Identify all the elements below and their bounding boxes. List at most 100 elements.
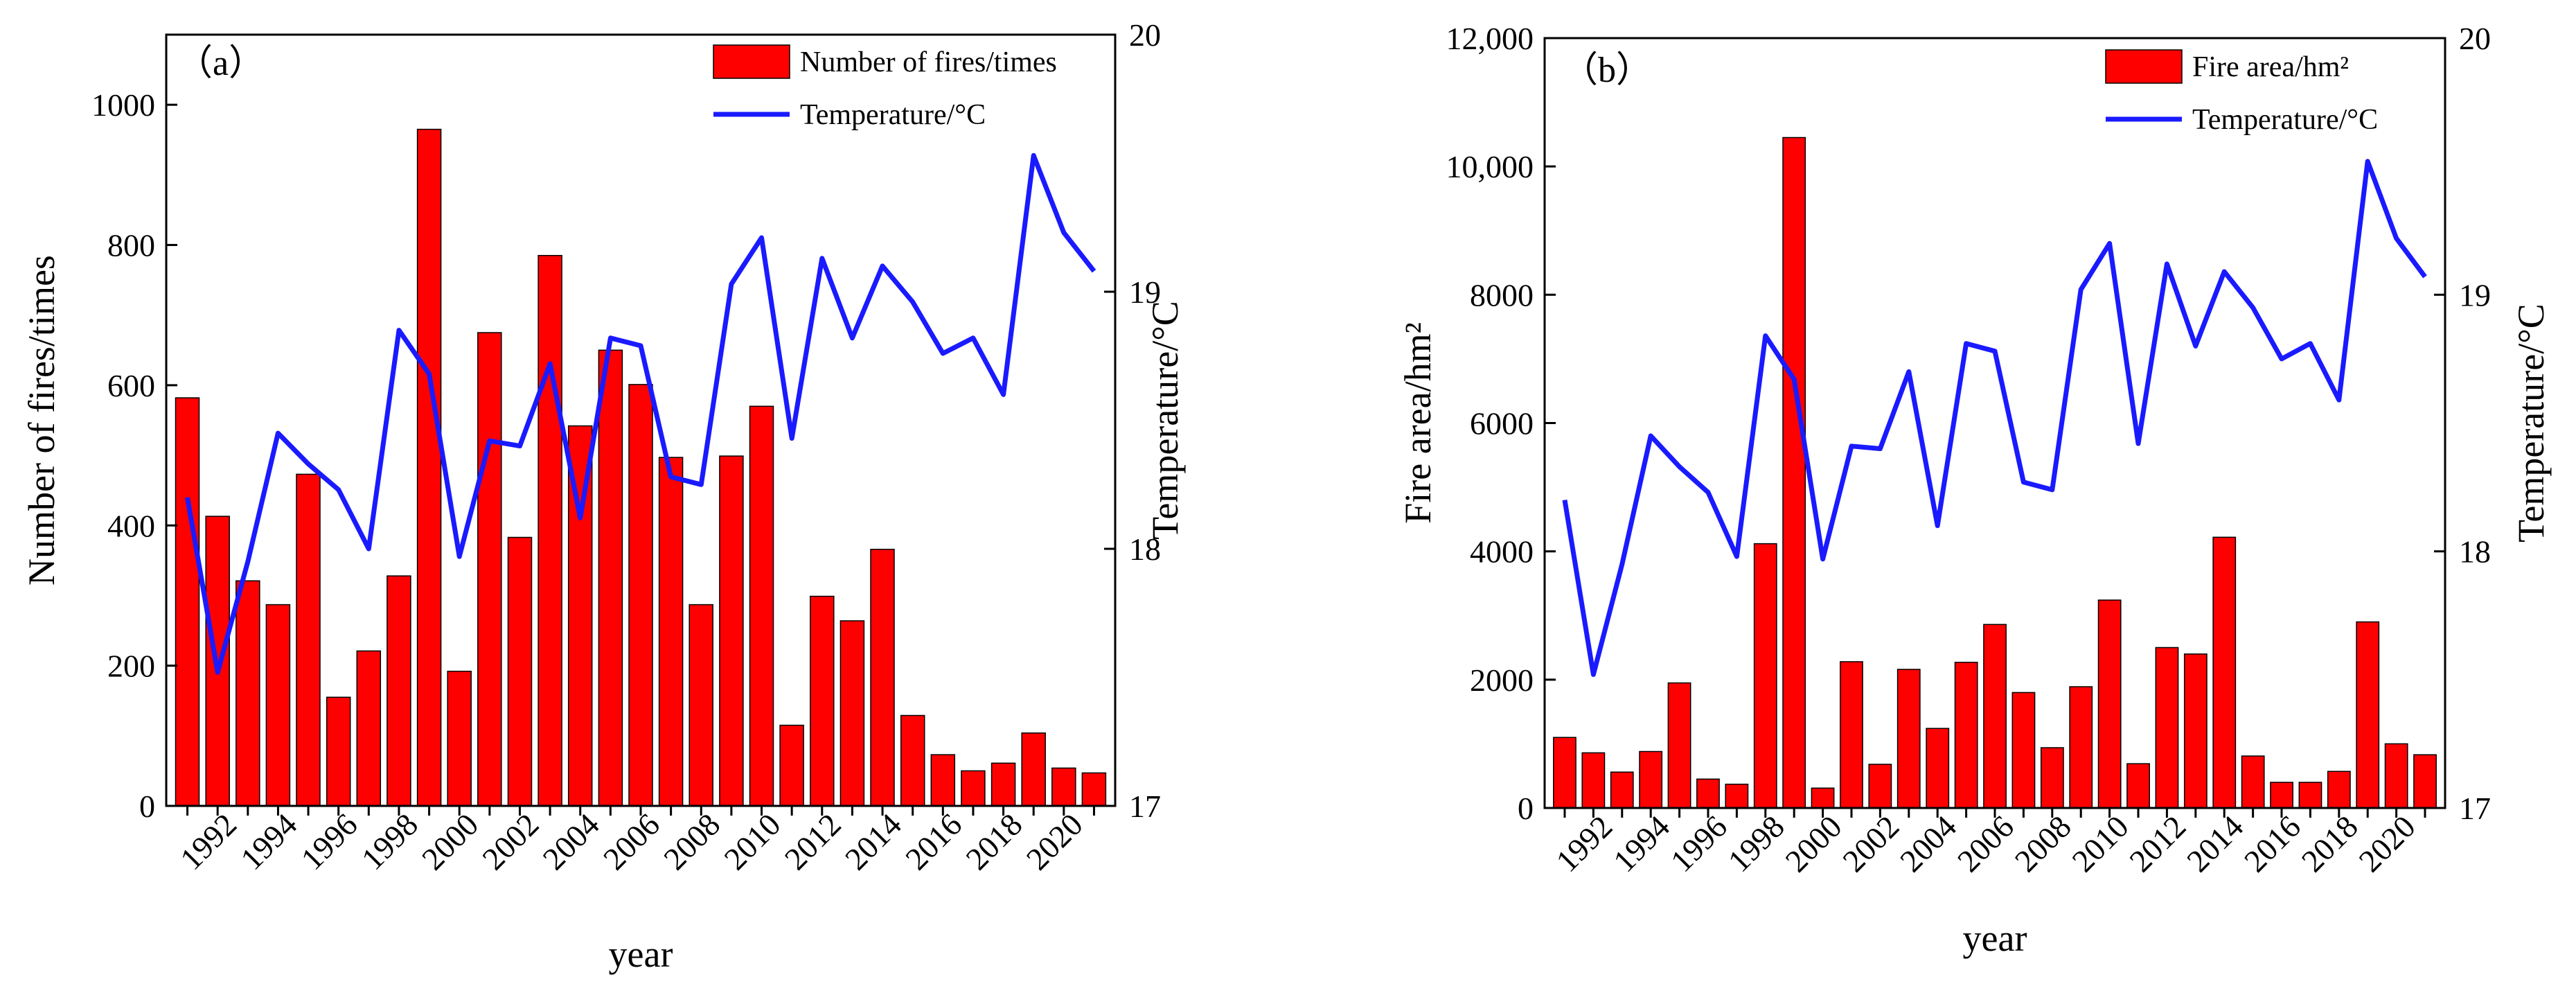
y2-tick-label: 17 (2459, 791, 2491, 826)
y-tick-label: 200 (107, 649, 155, 684)
x-tick-label: 2016 (2237, 809, 2307, 879)
x-tick-label: 2008 (2008, 809, 2078, 879)
bar (991, 762, 1016, 807)
x-tick-label: 2018 (2295, 809, 2365, 879)
legend-bar-swatch (713, 44, 790, 79)
chart-panel-b: 0 2000 4000 6000 8000 10,000 12,000 17 18 19 20 199… (1397, 21, 2552, 959)
legend-bar-label: Number of fires/times (800, 46, 1057, 78)
bar (840, 620, 865, 807)
bar (2155, 647, 2179, 809)
bar (2126, 763, 2150, 809)
bar (1753, 543, 1777, 809)
legend-bar-label: Fire area/hm² (2192, 51, 2349, 83)
bar (2212, 536, 2237, 809)
panel-label: （b） (1562, 51, 1652, 90)
y2-tick-label: 20 (2459, 21, 2491, 56)
x-tick-label: 2008 (657, 807, 727, 877)
bar (628, 384, 653, 807)
bar (2183, 653, 2208, 809)
bar (1926, 728, 1950, 809)
bar (870, 548, 895, 807)
x-tick-label: 1998 (355, 807, 425, 877)
bar (1553, 737, 1576, 809)
legend-bar-swatch (2105, 49, 2183, 84)
bar (1081, 772, 1107, 807)
bar (2384, 743, 2408, 809)
y-tick-label: 8000 (1470, 277, 1534, 313)
bar (2097, 599, 2122, 809)
x-tick-label: 1992 (1549, 809, 1619, 879)
bar (416, 128, 442, 807)
bar (900, 714, 925, 807)
bar (1051, 767, 1076, 807)
x-tick-label: 1992 (173, 807, 243, 877)
bar (749, 405, 774, 807)
y-tick-label: 6000 (1470, 406, 1534, 441)
x-tick-label: 1998 (1721, 809, 1791, 879)
x-axis-title: year (1963, 917, 2027, 959)
y2-tick-label: 18 (1129, 531, 1161, 567)
x-tick-label: 1994 (233, 807, 303, 877)
x-tick-label: 2010 (2066, 809, 2135, 879)
bar (1581, 752, 1606, 809)
bar (236, 580, 260, 807)
x-tick-label: 2020 (1020, 807, 1090, 877)
x-tick-label: 1996 (294, 807, 364, 877)
x-axis-title: year (609, 933, 673, 975)
bar (1667, 682, 1691, 809)
x-tick-label: 2004 (1893, 809, 1963, 879)
y-tick-label: 10,000 (1446, 149, 1534, 184)
bar (598, 349, 623, 807)
temperature-line (185, 152, 1096, 675)
x-tick-label: 2012 (778, 807, 848, 877)
y-tick-label: 0 (1518, 791, 1534, 826)
bar (356, 650, 382, 807)
y-tick-label: 4000 (1470, 534, 1534, 570)
bar (1696, 778, 1720, 809)
bar (1639, 750, 1663, 809)
bar (477, 332, 502, 807)
y-axis-title: Fire area/hm² (1397, 322, 1439, 524)
bar (2011, 692, 2036, 809)
bar (1840, 661, 1863, 809)
y2-axis-title: Temperature/°C (1144, 301, 1186, 540)
bar (1610, 771, 1634, 809)
y-tick-label: 12,000 (1446, 21, 1534, 56)
bar (1983, 624, 2007, 809)
panel-label: （a） (177, 44, 265, 83)
bar (930, 754, 956, 807)
bar (1725, 783, 1749, 809)
x-tick-label: 1994 (1606, 809, 1676, 879)
bar (1954, 662, 1978, 809)
bar (175, 397, 200, 807)
bar (961, 770, 986, 807)
bar (658, 457, 684, 807)
bar (1897, 669, 1921, 809)
x-tick-label: 2014 (838, 807, 908, 877)
x-tick-label: 2012 (2122, 809, 2192, 879)
x-tick-label: 2016 (898, 807, 968, 877)
x-tick-label: 2020 (2352, 809, 2422, 879)
bar (1021, 732, 1046, 807)
bar (2270, 782, 2293, 809)
y2-tick-label: 20 (1129, 17, 1161, 53)
y2-tick-label: 19 (1129, 274, 1161, 310)
bar (719, 455, 744, 807)
bar (2069, 686, 2093, 809)
bar (2327, 771, 2351, 809)
bar (1811, 787, 1835, 809)
x-tick-label: 2010 (717, 807, 787, 877)
x-tick-label: 2006 (1951, 809, 2020, 879)
bar (1782, 137, 1806, 809)
x-tick-label: 2006 (596, 807, 666, 877)
x-tick-label: 2002 (475, 807, 545, 877)
y-tick-label: 400 (107, 508, 155, 543)
x-tick-label: 2002 (1836, 809, 1906, 879)
bar (2413, 754, 2437, 809)
bar (689, 604, 713, 807)
bar (2040, 747, 2064, 809)
bar (779, 724, 804, 807)
x-tick-label: 2004 (536, 807, 606, 877)
bar (538, 254, 562, 807)
y-tick-label: 600 (107, 368, 155, 403)
